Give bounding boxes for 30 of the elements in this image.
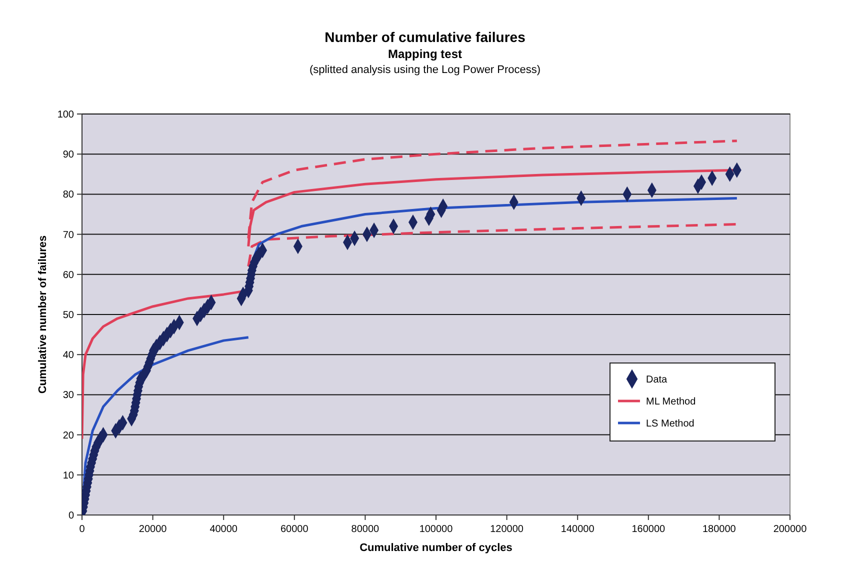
y-axis-title: Cumulative number of failures xyxy=(37,235,49,394)
legend-label: LS Method xyxy=(646,418,694,430)
y-tick-label: 30 xyxy=(62,390,74,402)
y-tick-label: 90 xyxy=(62,150,74,161)
y-tick-label: 40 xyxy=(62,350,74,362)
y-tick-label: 10 xyxy=(62,470,74,482)
y-tick-label: 20 xyxy=(62,430,74,442)
y-tick-label: 70 xyxy=(62,230,74,241)
y-tick-label: 50 xyxy=(62,310,74,321)
x-tick-label: 180000 xyxy=(702,524,736,535)
x-tick-label: 20000 xyxy=(138,524,168,535)
y-tick-label: 60 xyxy=(62,270,74,281)
legend-label: Data xyxy=(646,374,668,386)
x-axis-title: Cumulative number of cycles xyxy=(360,542,512,554)
y-tick-label: 0 xyxy=(68,510,74,522)
y-tick-label: 100 xyxy=(57,110,74,120)
chart-title: Number of cumulative failures xyxy=(324,29,526,45)
x-tick-label: 140000 xyxy=(560,524,595,535)
x-tick-label: 100000 xyxy=(419,524,454,535)
x-tick-label: 60000 xyxy=(280,524,309,535)
x-tick-label: 80000 xyxy=(351,524,380,535)
x-tick-label: 120000 xyxy=(490,524,524,535)
x-tick-label: 40000 xyxy=(210,524,238,535)
chart-subtitle: Mapping test xyxy=(388,47,462,61)
legend-label: ML Method xyxy=(646,396,696,408)
x-tick-label: 200000 xyxy=(773,524,808,535)
y-tick-label: 80 xyxy=(62,190,74,201)
text: (splitted analysis using the Log Power Process) xyxy=(309,64,541,76)
x-tick-label: 0 xyxy=(79,524,86,535)
x-tick-label: 160000 xyxy=(632,524,666,535)
